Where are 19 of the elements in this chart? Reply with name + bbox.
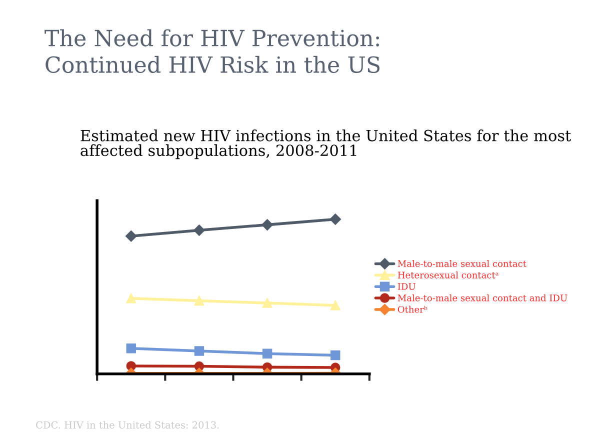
point (194, 296, 204, 306)
chart-subtitle: Estimated new HIV infections in the United States for the most affected subpopulations, 2008-2011 (80, 130, 572, 160)
legend-label: Otherᵇ (398, 306, 428, 313)
legend-label: Male-to-male sexual contact (398, 260, 526, 267)
point (262, 219, 273, 230)
point (126, 343, 136, 354)
chart-title: The Need for HIV Prevention: Continued HIV Risk in the US (44, 29, 380, 74)
legend-label: Heterosexual contactᵃ (398, 271, 499, 278)
point (330, 350, 340, 360)
point (126, 294, 136, 304)
point (262, 298, 272, 308)
point (330, 300, 340, 310)
legend-label: Male-to-male sexual contact and IDU (398, 294, 568, 302)
point (126, 230, 137, 242)
point (330, 214, 341, 225)
legend-label: IDU (398, 283, 416, 290)
point (194, 224, 205, 236)
point (262, 348, 272, 358)
point (194, 346, 204, 356)
